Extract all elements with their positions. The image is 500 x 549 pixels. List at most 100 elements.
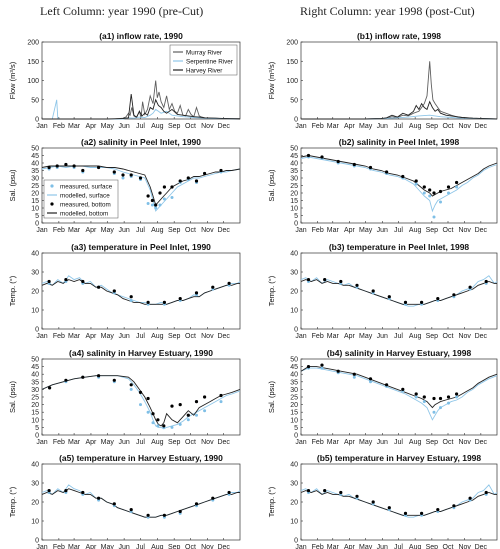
data-point-measured_bottom bbox=[97, 496, 101, 500]
data-point-measured_bottom bbox=[162, 185, 166, 189]
x-tick-label: Oct bbox=[185, 123, 196, 130]
y-tick-label: 25 bbox=[290, 395, 298, 402]
data-point-measured_bottom bbox=[446, 395, 451, 399]
data-point-measured_bottom bbox=[385, 170, 389, 174]
data-point-measured_surface bbox=[158, 203, 162, 207]
data-point-measured_bottom bbox=[178, 179, 182, 183]
data-point-measured_surface bbox=[156, 424, 160, 428]
chart-a4: (a4) salinity in Harvey Estuary, 1990 Sal… bbox=[8, 348, 241, 446]
plot-frame bbox=[41, 358, 241, 436]
legend-swatch bbox=[50, 184, 54, 188]
y-tick-label: 15 bbox=[290, 410, 298, 417]
y-tick-label: 10 bbox=[290, 308, 298, 315]
data-point-measured_bottom bbox=[401, 387, 405, 391]
data-point-measured_bottom bbox=[422, 395, 426, 399]
series-line-modelled_bottom bbox=[300, 366, 498, 409]
data-point-measured_bottom bbox=[387, 506, 391, 510]
data-point-measured_surface bbox=[422, 191, 426, 195]
data-point-measured_bottom bbox=[432, 396, 436, 401]
plot-frame bbox=[300, 41, 498, 120]
data-point-measured_bottom bbox=[194, 400, 199, 404]
legend-label: modelled, surface bbox=[60, 192, 110, 199]
chart-title: (b5) temperature in Harvey Estuary, 1998 bbox=[317, 453, 482, 463]
data-point-measured_bottom bbox=[186, 176, 190, 180]
x-tick-label: Dec bbox=[217, 227, 230, 234]
data-point-measured_bottom bbox=[306, 489, 311, 493]
legend-label: modelled, bottom bbox=[60, 210, 108, 217]
data-point-measured_bottom bbox=[401, 174, 405, 179]
x-tick-label: Nov bbox=[201, 227, 214, 234]
chart-a3: (a3) temperature in Peel Inlet, 1990 Temp… bbox=[8, 242, 241, 340]
x-tick-label: Apr bbox=[344, 333, 356, 340]
x-tick-label: Nov bbox=[201, 333, 214, 340]
data-point-measured_bottom bbox=[72, 164, 76, 168]
data-point-measured_bottom bbox=[428, 188, 432, 192]
data-point-measured_bottom bbox=[306, 153, 311, 158]
data-point-measured_bottom bbox=[138, 176, 143, 180]
y-tick-label: 20 bbox=[31, 191, 39, 198]
y-tick-label: 0 bbox=[294, 221, 298, 228]
y-tick-label: 100 bbox=[27, 78, 39, 85]
legend-label: measured, bottom bbox=[60, 201, 111, 208]
x-tick-label: Mar bbox=[327, 333, 340, 340]
data-point-measured_bottom bbox=[387, 295, 391, 299]
data-point-measured_bottom bbox=[203, 171, 207, 176]
data-point-measured_bottom bbox=[455, 180, 459, 185]
x-tick-label: Jan bbox=[295, 439, 306, 446]
series-line-modelled_surface bbox=[41, 165, 241, 212]
y-tick-label: 25 bbox=[31, 183, 39, 190]
series-line-modelled_surface bbox=[300, 367, 498, 421]
data-point-measured_bottom bbox=[219, 393, 223, 398]
x-tick-label: Feb bbox=[53, 227, 65, 234]
legend-label: Murray River bbox=[186, 49, 222, 56]
y-tick-label: 50 bbox=[290, 357, 298, 364]
x-tick-label: Jun bbox=[118, 439, 129, 446]
data-point-measured_surface bbox=[146, 410, 150, 414]
data-point-measured_bottom bbox=[64, 489, 68, 493]
x-tick-label: Dec bbox=[475, 544, 488, 549]
data-point-measured_bottom bbox=[436, 508, 440, 512]
data-point-measured_surface bbox=[186, 418, 190, 422]
y-tick-label: 150 bbox=[27, 59, 39, 66]
y-tick-label: 20 bbox=[31, 289, 39, 296]
y-tick-label: 35 bbox=[290, 168, 298, 175]
x-tick-label: Apr bbox=[344, 544, 356, 549]
y-axis-label: Flow (m³/s) bbox=[267, 61, 276, 99]
data-point-measured_bottom bbox=[371, 500, 375, 504]
y-tick-label: 0 bbox=[35, 117, 39, 124]
x-tick-label: Oct bbox=[443, 439, 454, 446]
data-point-measured_bottom bbox=[55, 164, 59, 168]
chart-b2: (b2) salinity in Peel Inlet, 1998 Sal. (p… bbox=[267, 137, 498, 234]
data-point-measured_bottom bbox=[484, 279, 488, 284]
x-tick-label: Nov bbox=[458, 333, 471, 340]
data-point-measured_surface bbox=[439, 406, 442, 410]
x-tick-label: Mar bbox=[327, 227, 340, 234]
x-tick-label: Dec bbox=[475, 123, 488, 130]
data-point-measured_surface bbox=[121, 176, 125, 180]
data-point-measured_bottom bbox=[64, 162, 68, 167]
y-tick-label: 30 bbox=[31, 387, 39, 394]
y-tick-label: 15 bbox=[290, 198, 298, 205]
x-tick-label: Jan bbox=[295, 333, 306, 340]
y-tick-label: 20 bbox=[31, 500, 39, 507]
chart-title: (b1) inflow rate, 1998 bbox=[357, 31, 441, 41]
x-tick-label: Sep bbox=[168, 227, 181, 234]
x-tick-label: Jan bbox=[36, 333, 47, 340]
y-tick-label: 40 bbox=[290, 251, 298, 258]
y-tick-label: 40 bbox=[31, 251, 39, 258]
chart-title: (b4) salinity in Harvey Estuary, 1998 bbox=[327, 348, 472, 358]
y-axis-label: Temp. (°) bbox=[267, 275, 276, 306]
data-point-measured_bottom bbox=[129, 508, 133, 512]
x-tick-label: Mar bbox=[68, 123, 81, 130]
data-point-measured_bottom bbox=[154, 203, 158, 207]
data-point-measured_bottom bbox=[368, 377, 373, 381]
x-tick-label: Jul bbox=[136, 544, 145, 549]
data-point-measured_surface bbox=[139, 403, 142, 407]
data-point-measured_bottom bbox=[121, 173, 125, 177]
data-point-measured_bottom bbox=[385, 383, 389, 387]
data-point-measured_surface bbox=[195, 413, 198, 417]
x-tick-label: Jun bbox=[118, 123, 129, 130]
data-point-measured_bottom bbox=[355, 283, 359, 287]
y-tick-label: 15 bbox=[31, 198, 39, 205]
x-tick-label: Mar bbox=[327, 123, 340, 130]
